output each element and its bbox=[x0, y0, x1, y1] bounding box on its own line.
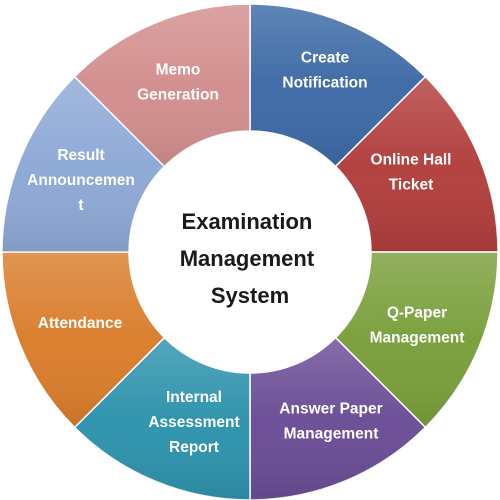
segment-label-line: t bbox=[78, 197, 83, 214]
segment-label-line: Assessment bbox=[148, 414, 239, 431]
center-circle bbox=[129, 131, 371, 373]
segment-label-internal-assessment-report: Internal Assessment Report bbox=[148, 389, 239, 456]
segment-shading-internal-assessment-report bbox=[74, 337, 251, 500]
segment-shading-create-notification bbox=[250, 4, 426, 167]
segment-label-online-hall-ticket: Online Hall Ticket bbox=[371, 152, 452, 194]
segment-shading-answer-paper-management bbox=[250, 337, 426, 500]
segment-label-line: Result bbox=[57, 147, 104, 164]
segment-label-memo-generation: Memo Generation bbox=[137, 62, 219, 104]
segments-layer bbox=[1, 3, 499, 500]
segment-label-line: Management bbox=[284, 426, 379, 443]
labels-layer: Create Notification Online Hall Ticket Q-Pap… bbox=[27, 50, 464, 457]
segment-label-q-paper-management: Q-Paper Management bbox=[370, 305, 465, 347]
segment-label-line: Management bbox=[370, 330, 465, 347]
segment-shading-online-hall-ticket bbox=[335, 76, 498, 253]
segment-label-line: Online Hall bbox=[371, 152, 452, 169]
segment-label-line: Ticket bbox=[389, 177, 434, 194]
segment-label-line: Report bbox=[169, 439, 219, 456]
segment-label-line: Memo bbox=[156, 62, 201, 79]
segment-label-create-notification: Create Notification bbox=[282, 50, 367, 92]
segment-label-line: Create bbox=[301, 50, 350, 67]
segment-label-line: Q-Paper bbox=[387, 305, 447, 322]
center-title-line-2: Management bbox=[180, 246, 315, 271]
center-title-line-3: System bbox=[211, 283, 289, 308]
segment-label-line: Generation bbox=[137, 87, 219, 104]
center-title: Examination Management System bbox=[180, 209, 321, 308]
segment-label-line: Internal bbox=[166, 389, 222, 406]
segment-label-line: Announcemen bbox=[27, 172, 135, 189]
segment-label-answer-paper-management: Answer Paper Management bbox=[279, 401, 382, 443]
segment-shading-result-announcement bbox=[2, 76, 165, 253]
segment-shading-attendance bbox=[2, 252, 165, 428]
segment-label-attendance: Attendance bbox=[38, 315, 123, 332]
segment-label-line: Notification bbox=[282, 75, 367, 92]
segment-label-line: Answer Paper bbox=[279, 401, 382, 418]
center-title-line-1: Examination bbox=[182, 209, 313, 234]
segment-label-line: Attendance bbox=[38, 315, 123, 332]
segment-label-result-announcement: Result Announcemen t bbox=[27, 147, 135, 214]
segment-shading-q-paper-management bbox=[335, 252, 498, 428]
segment-shading-memo-generation bbox=[74, 4, 251, 167]
